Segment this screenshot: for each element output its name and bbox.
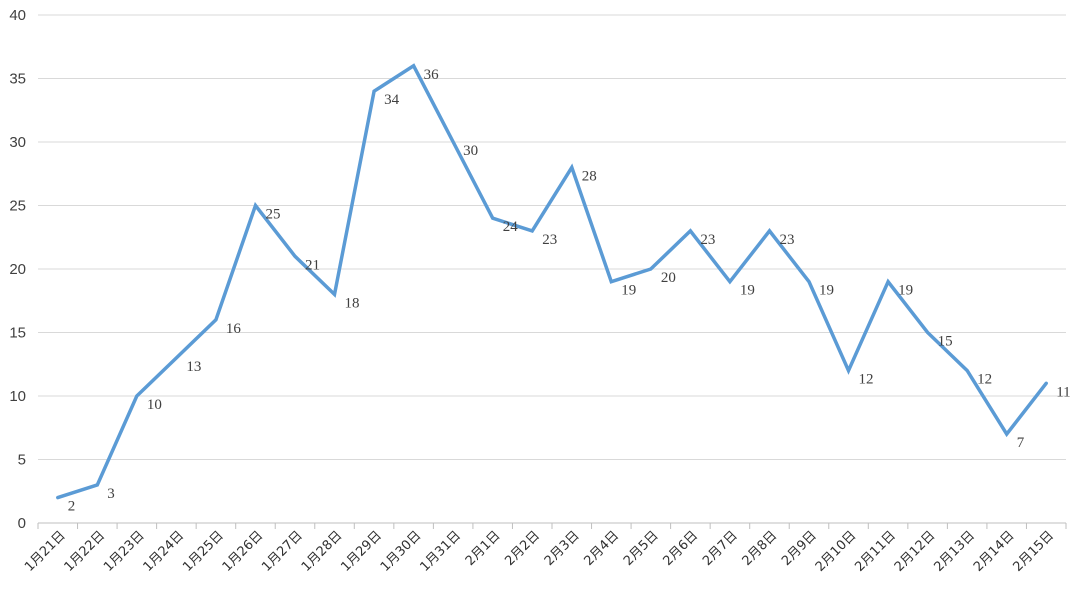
x-tick-label: 2月10日 xyxy=(813,528,860,575)
data-label: 10 xyxy=(147,397,162,413)
y-tick-label: 40 xyxy=(9,7,26,24)
x-tick-label: 2月5日 xyxy=(621,528,662,569)
x-tick-label: 2月13日 xyxy=(931,528,978,575)
x-tick-label: 1月28日 xyxy=(299,528,346,575)
data-label: 19 xyxy=(740,283,755,299)
x-tick-label: 1月31日 xyxy=(417,528,464,575)
data-label: 19 xyxy=(898,283,913,299)
x-tick-label: 2月1日 xyxy=(463,528,504,569)
data-label: 30 xyxy=(463,143,478,159)
data-label: 13 xyxy=(186,359,201,375)
x-axis-ticks: 1月21日1月22日1月23日1月24日1月25日1月26日1月27日1月28日… xyxy=(22,528,1057,575)
data-label: 12 xyxy=(977,372,992,388)
x-tick-label: 2月15日 xyxy=(1011,528,1058,575)
data-labels: 2310131625211834363024232819202319231912… xyxy=(68,67,1071,515)
data-label: 23 xyxy=(700,232,715,248)
data-label: 3 xyxy=(107,486,115,502)
x-tick-label: 2月11日 xyxy=(852,528,899,575)
series-layer xyxy=(56,63,1048,500)
x-tick-label: 1月29日 xyxy=(338,528,385,575)
x-tick-label: 2月12日 xyxy=(892,528,939,575)
y-tick-label: 35 xyxy=(9,71,26,88)
data-label: 36 xyxy=(424,67,440,83)
x-tick-label: 2月6日 xyxy=(661,528,702,569)
data-label: 2 xyxy=(68,499,76,515)
data-label: 18 xyxy=(345,295,360,311)
series-line xyxy=(56,63,1048,500)
x-tick-label: 2月4日 xyxy=(581,528,622,569)
x-tick-label: 1月30日 xyxy=(378,528,425,575)
x-tick-label: 1月26日 xyxy=(220,528,267,575)
data-label: 16 xyxy=(226,321,242,337)
data-label: 15 xyxy=(938,334,953,350)
x-tick-label: 1月24日 xyxy=(141,528,188,575)
x-tick-label: 1月21日 xyxy=(22,528,69,575)
data-label: 11 xyxy=(1056,384,1070,400)
gridlines xyxy=(37,14,1067,529)
data-label: 25 xyxy=(265,207,280,223)
y-tick-label: 0 xyxy=(18,515,26,532)
x-tick-label: 1月25日 xyxy=(180,528,227,575)
x-tick-label: 2月14日 xyxy=(971,528,1018,575)
data-label: 28 xyxy=(582,168,597,184)
data-label: 34 xyxy=(384,92,400,108)
data-label: 24 xyxy=(503,219,519,235)
data-label: 23 xyxy=(779,232,794,248)
y-axis-ticks: 0 5 10 15 20 25 30 35 40 xyxy=(9,7,26,532)
data-label: 23 xyxy=(542,232,557,248)
x-tick-label: 2月7日 xyxy=(700,528,741,569)
y-tick-label: 10 xyxy=(9,388,26,405)
y-tick-label: 20 xyxy=(9,261,26,278)
data-label: 21 xyxy=(305,257,320,273)
data-label: 20 xyxy=(661,270,676,286)
y-tick-label: 15 xyxy=(9,325,26,342)
data-label: 19 xyxy=(819,283,834,299)
x-tick-label: 1月22日 xyxy=(62,528,109,575)
y-tick-label: 25 xyxy=(9,198,26,215)
x-tick-label: 1月23日 xyxy=(101,528,148,575)
data-label: 19 xyxy=(621,283,636,299)
x-tick-label: 2月2日 xyxy=(502,528,543,569)
x-tick-label: 1月27日 xyxy=(259,528,306,575)
y-tick-label: 5 xyxy=(18,452,26,469)
x-tick-label: 2月3日 xyxy=(542,528,583,569)
y-tick-label: 30 xyxy=(9,134,26,151)
data-label: 7 xyxy=(1017,435,1025,451)
x-tick-label: 2月8日 xyxy=(740,528,781,569)
data-label: 12 xyxy=(859,372,874,388)
